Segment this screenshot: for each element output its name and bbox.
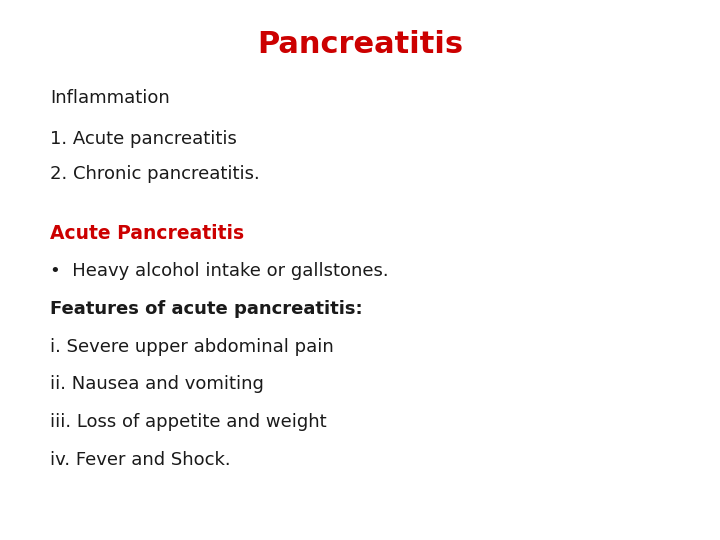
Text: Features of acute pancreatitis:: Features of acute pancreatitis: xyxy=(50,300,363,318)
Text: •  Heavy alcohol intake or gallstones.: • Heavy alcohol intake or gallstones. xyxy=(50,262,389,280)
Text: ii. Nausea and vomiting: ii. Nausea and vomiting xyxy=(50,375,264,393)
Text: 2. Chronic pancreatitis.: 2. Chronic pancreatitis. xyxy=(50,165,260,183)
Text: iv. Fever and Shock.: iv. Fever and Shock. xyxy=(50,451,231,469)
Text: Pancreatitis: Pancreatitis xyxy=(257,30,463,59)
Text: iii. Loss of appetite and weight: iii. Loss of appetite and weight xyxy=(50,413,327,431)
Text: 1. Acute pancreatitis: 1. Acute pancreatitis xyxy=(50,130,238,147)
Text: Inflammation: Inflammation xyxy=(50,89,170,107)
Text: i. Severe upper abdominal pain: i. Severe upper abdominal pain xyxy=(50,338,334,355)
Text: Acute Pancreatitis: Acute Pancreatitis xyxy=(50,224,245,243)
